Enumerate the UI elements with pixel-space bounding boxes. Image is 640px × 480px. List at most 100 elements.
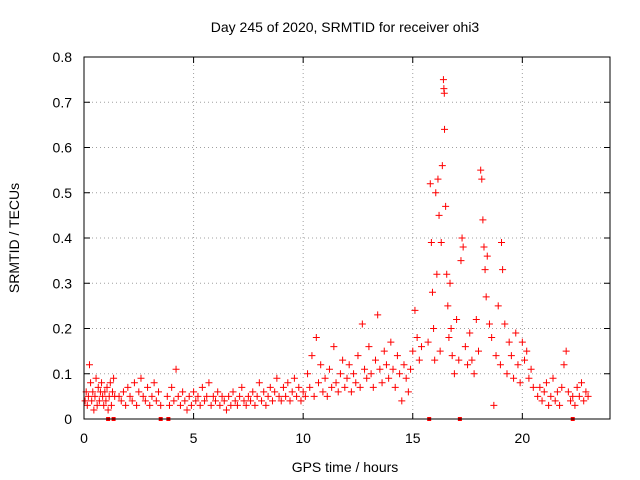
y-axis-label: SRMTID / TECUs [6, 183, 22, 293]
data-point [365, 343, 373, 351]
y-tick-label: 0.5 [53, 185, 73, 201]
data-point [578, 379, 586, 387]
data-point [402, 374, 410, 382]
data-point [510, 374, 518, 382]
data-point [516, 379, 524, 387]
data-point [185, 392, 193, 400]
data-point [85, 361, 93, 369]
data-point [203, 392, 211, 400]
data-point [150, 379, 158, 387]
data-point [93, 401, 101, 409]
data-point [107, 401, 115, 409]
data-point [253, 392, 261, 400]
data-point [538, 397, 546, 405]
data-point [347, 388, 355, 396]
data-point [133, 401, 141, 409]
data-point [534, 392, 542, 400]
data-point [433, 270, 441, 278]
data-point [562, 347, 570, 355]
data-point [139, 392, 147, 400]
data-point [545, 401, 553, 409]
data-point [496, 361, 504, 369]
data-point [411, 306, 419, 314]
data-point [374, 311, 382, 319]
data-point [512, 329, 520, 337]
data-point [492, 352, 500, 360]
data-point [332, 379, 340, 387]
data-point [155, 388, 163, 396]
data-point [122, 401, 130, 409]
data-point [104, 406, 112, 414]
y-tick-label: 0.3 [53, 275, 73, 291]
data-point [95, 397, 103, 405]
data-point [341, 383, 349, 391]
data-point [172, 365, 180, 373]
data-point [371, 356, 379, 364]
data-point [284, 379, 292, 387]
data-point [262, 401, 270, 409]
data-point [438, 162, 446, 170]
data-point [240, 397, 248, 405]
data-point [119, 388, 127, 396]
data-point [157, 401, 165, 409]
data-point [514, 361, 522, 369]
data-point [436, 347, 444, 355]
data-point [293, 392, 301, 400]
data-point [299, 388, 307, 396]
data-point [249, 388, 257, 396]
data-point [485, 320, 493, 328]
data-point [507, 352, 515, 360]
data-point [288, 388, 296, 396]
data-point [89, 388, 97, 396]
data-point [176, 401, 184, 409]
data-point [170, 397, 178, 405]
data-point [323, 392, 331, 400]
data-point [396, 370, 404, 378]
data-point [434, 175, 442, 183]
data-point [124, 383, 132, 391]
data-point [525, 374, 533, 382]
data-point [137, 374, 145, 382]
data-point [345, 361, 353, 369]
data-point [255, 379, 263, 387]
data-point [99, 392, 107, 400]
data-point [214, 388, 222, 396]
y-tick-label: 0 [64, 411, 72, 427]
data-point [380, 347, 388, 355]
data-point [94, 383, 102, 391]
data-point [148, 392, 156, 400]
data-point [418, 343, 426, 351]
data-point [117, 397, 125, 405]
data-point [126, 392, 134, 400]
data-point [321, 374, 329, 382]
data-point [356, 383, 364, 391]
data-point [527, 365, 535, 373]
data-point [427, 239, 435, 247]
data-point [475, 347, 482, 355]
data-point [315, 379, 323, 387]
data-point [430, 325, 438, 332]
data-point [301, 392, 309, 400]
data-point [91, 392, 99, 400]
data-point [183, 406, 191, 414]
data-point [266, 383, 274, 391]
data-point [523, 347, 531, 355]
data-point [198, 383, 206, 391]
data-point [231, 397, 239, 405]
data-point [361, 365, 369, 373]
data-point [201, 397, 209, 405]
data-point [163, 392, 171, 400]
data-point [547, 392, 555, 400]
data-point [205, 379, 213, 387]
y-tick-label: 0.4 [53, 230, 73, 246]
data-point [207, 401, 215, 409]
data-point [101, 388, 109, 396]
data-point [444, 302, 452, 310]
data-point [279, 383, 287, 391]
data-point [297, 397, 305, 405]
data-point [343, 374, 351, 382]
data-point [135, 388, 143, 396]
data-point [457, 257, 465, 265]
